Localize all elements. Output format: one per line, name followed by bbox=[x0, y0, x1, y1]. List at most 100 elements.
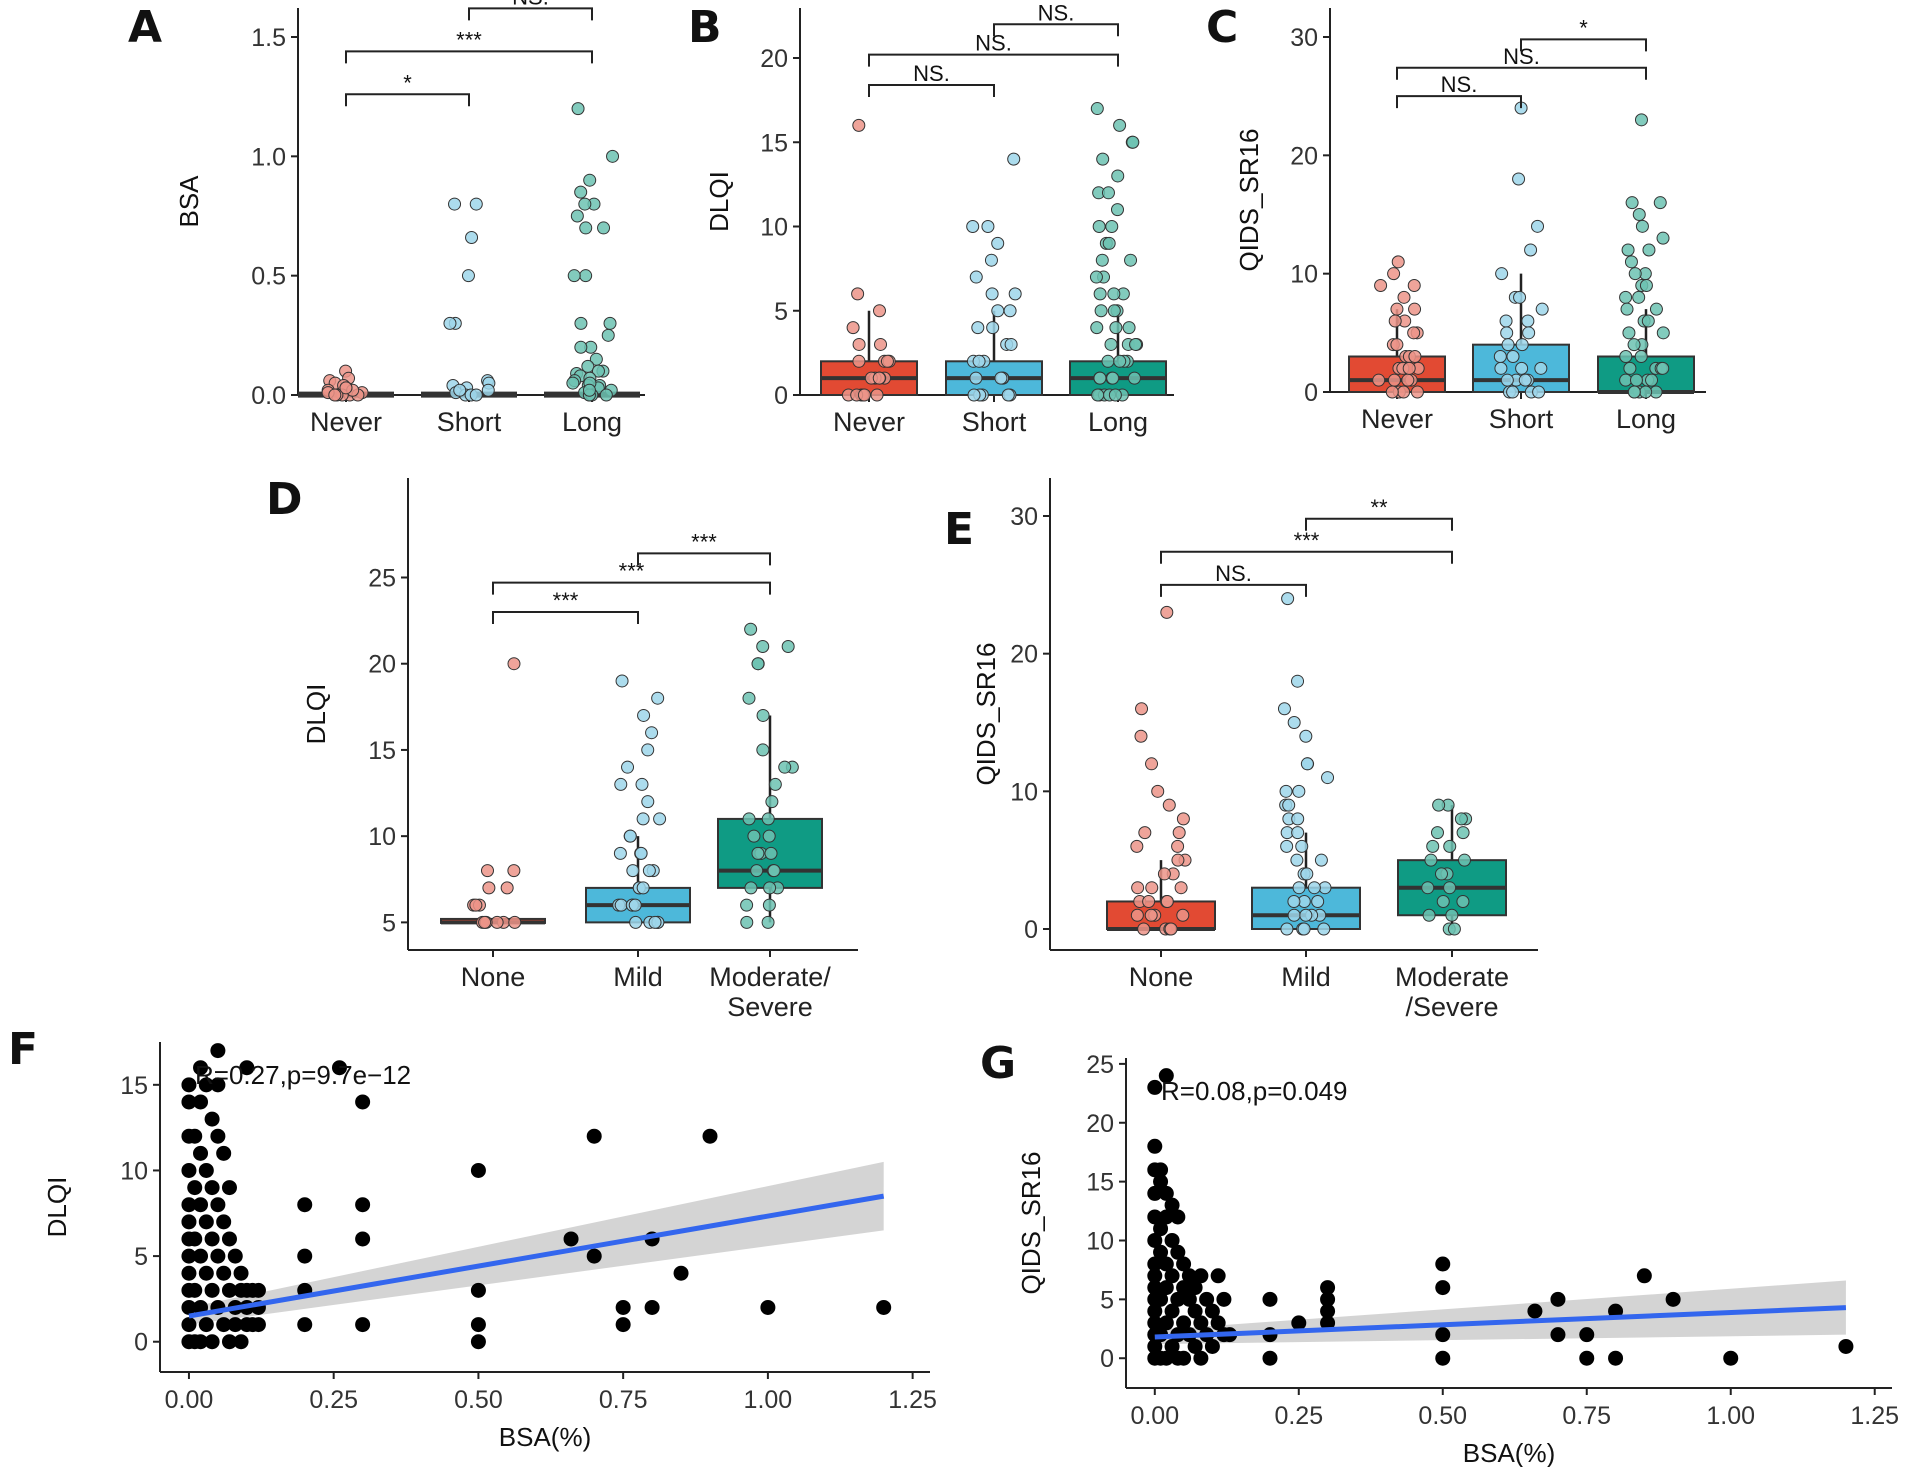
significance-label: *** bbox=[456, 27, 482, 52]
category-label: None bbox=[1129, 962, 1194, 992]
data-point bbox=[1292, 784, 1306, 798]
data-point bbox=[339, 381, 353, 395]
y-tick-label: 1.5 bbox=[251, 24, 286, 52]
scatter-point bbox=[297, 1317, 313, 1333]
category-label: Long bbox=[1616, 404, 1676, 434]
data-point bbox=[1111, 169, 1125, 183]
data-point bbox=[448, 197, 462, 211]
data-point bbox=[1157, 867, 1171, 881]
data-point bbox=[1456, 894, 1470, 908]
scatter-point bbox=[1216, 1291, 1232, 1307]
data-point bbox=[566, 376, 580, 390]
x-tick-label: 1.25 bbox=[1850, 1402, 1899, 1430]
scatter-point bbox=[198, 1317, 214, 1333]
y-tick-label: 20 bbox=[368, 651, 396, 679]
data-point bbox=[469, 197, 483, 211]
y-tick-label: 15 bbox=[120, 1072, 148, 1100]
y-tick-label: 0 bbox=[134, 1329, 148, 1357]
data-point bbox=[744, 881, 758, 895]
scatter-point bbox=[470, 1334, 486, 1350]
data-point bbox=[571, 102, 585, 116]
scatter-point bbox=[1176, 1280, 1192, 1296]
scatter-point bbox=[181, 1197, 197, 1213]
panel-letter-b: B bbox=[688, 2, 722, 53]
scatter-point bbox=[204, 1231, 220, 1247]
data-point bbox=[1649, 302, 1663, 316]
bracket-line bbox=[868, 53, 1119, 67]
scatter-point bbox=[181, 1265, 197, 1281]
box-none bbox=[440, 657, 546, 929]
data-point bbox=[469, 388, 483, 402]
x-tick-label: 0.25 bbox=[1274, 1402, 1323, 1430]
data-point bbox=[1164, 922, 1178, 936]
data-point bbox=[641, 795, 655, 809]
significance-bracket: * bbox=[1520, 15, 1647, 52]
data-point bbox=[1456, 826, 1470, 840]
scatter-point bbox=[1579, 1327, 1595, 1343]
data-point bbox=[969, 270, 983, 284]
scatter-point bbox=[204, 1282, 220, 1298]
data-point bbox=[1623, 361, 1637, 375]
significance-bracket: *** bbox=[492, 559, 771, 595]
data-point bbox=[1534, 361, 1548, 375]
box-never bbox=[820, 118, 918, 402]
correlation-annotation: R=0.08,p=0.049 bbox=[1161, 1076, 1348, 1106]
box-long bbox=[1069, 102, 1167, 402]
scatter-point bbox=[1204, 1303, 1220, 1319]
panel-letter-f: F bbox=[8, 1024, 38, 1075]
data-point bbox=[1408, 350, 1422, 363]
data-point bbox=[747, 829, 761, 843]
scatter-point bbox=[1320, 1303, 1336, 1319]
panel-letter-d: D bbox=[266, 474, 303, 525]
scatter-point bbox=[1435, 1256, 1451, 1272]
bracket-line bbox=[993, 23, 1119, 37]
data-point bbox=[1499, 314, 1513, 328]
scatter-point bbox=[181, 1248, 197, 1264]
data-point bbox=[1091, 388, 1105, 402]
data-point bbox=[761, 915, 775, 929]
scatter-point bbox=[1176, 1256, 1192, 1272]
scatter-point bbox=[198, 1214, 214, 1230]
data-point bbox=[1372, 373, 1386, 387]
data-point bbox=[1634, 113, 1648, 127]
data-point bbox=[634, 846, 648, 860]
data-point bbox=[645, 726, 659, 740]
scatter-point bbox=[1147, 1256, 1163, 1272]
scatter-point bbox=[210, 1128, 226, 1144]
significance-bracket: NS. bbox=[868, 61, 995, 97]
scatter-point bbox=[204, 1111, 220, 1127]
data-point bbox=[1421, 881, 1435, 895]
box-short bbox=[421, 197, 517, 402]
data-point bbox=[1518, 373, 1532, 387]
scatter-point bbox=[1147, 1315, 1163, 1331]
scatter-point bbox=[221, 1231, 237, 1247]
scatter-point bbox=[1158, 1209, 1174, 1225]
panel-letter-g: G bbox=[980, 1038, 1016, 1089]
data-point bbox=[1500, 326, 1514, 340]
y-tick-label: 0 bbox=[1024, 916, 1038, 944]
scatter-point bbox=[1550, 1291, 1566, 1307]
box-moderatesevere bbox=[1397, 798, 1507, 936]
bracket-line bbox=[1160, 583, 1307, 597]
scatter-point bbox=[1153, 1244, 1169, 1260]
data-point bbox=[635, 777, 649, 791]
y-tick-label: 15 bbox=[760, 129, 788, 157]
data-point bbox=[582, 383, 596, 397]
y-tick-label: 0 bbox=[1100, 1345, 1114, 1373]
data-point bbox=[1397, 290, 1411, 304]
category-label: None bbox=[461, 962, 526, 992]
scatter-point bbox=[297, 1248, 313, 1264]
bracket-line bbox=[1396, 95, 1522, 109]
data-point bbox=[1094, 304, 1108, 318]
scatter-point bbox=[1838, 1338, 1854, 1354]
data-point bbox=[751, 846, 765, 860]
data-point bbox=[637, 708, 651, 722]
data-point bbox=[1281, 592, 1295, 606]
data-point bbox=[994, 371, 1008, 385]
scatter-point bbox=[1435, 1280, 1451, 1296]
scatter-point bbox=[210, 1248, 226, 1264]
data-point bbox=[1515, 361, 1529, 375]
significance-label: NS. bbox=[1038, 0, 1075, 25]
scatter-point bbox=[1210, 1315, 1226, 1331]
data-point bbox=[606, 149, 620, 163]
